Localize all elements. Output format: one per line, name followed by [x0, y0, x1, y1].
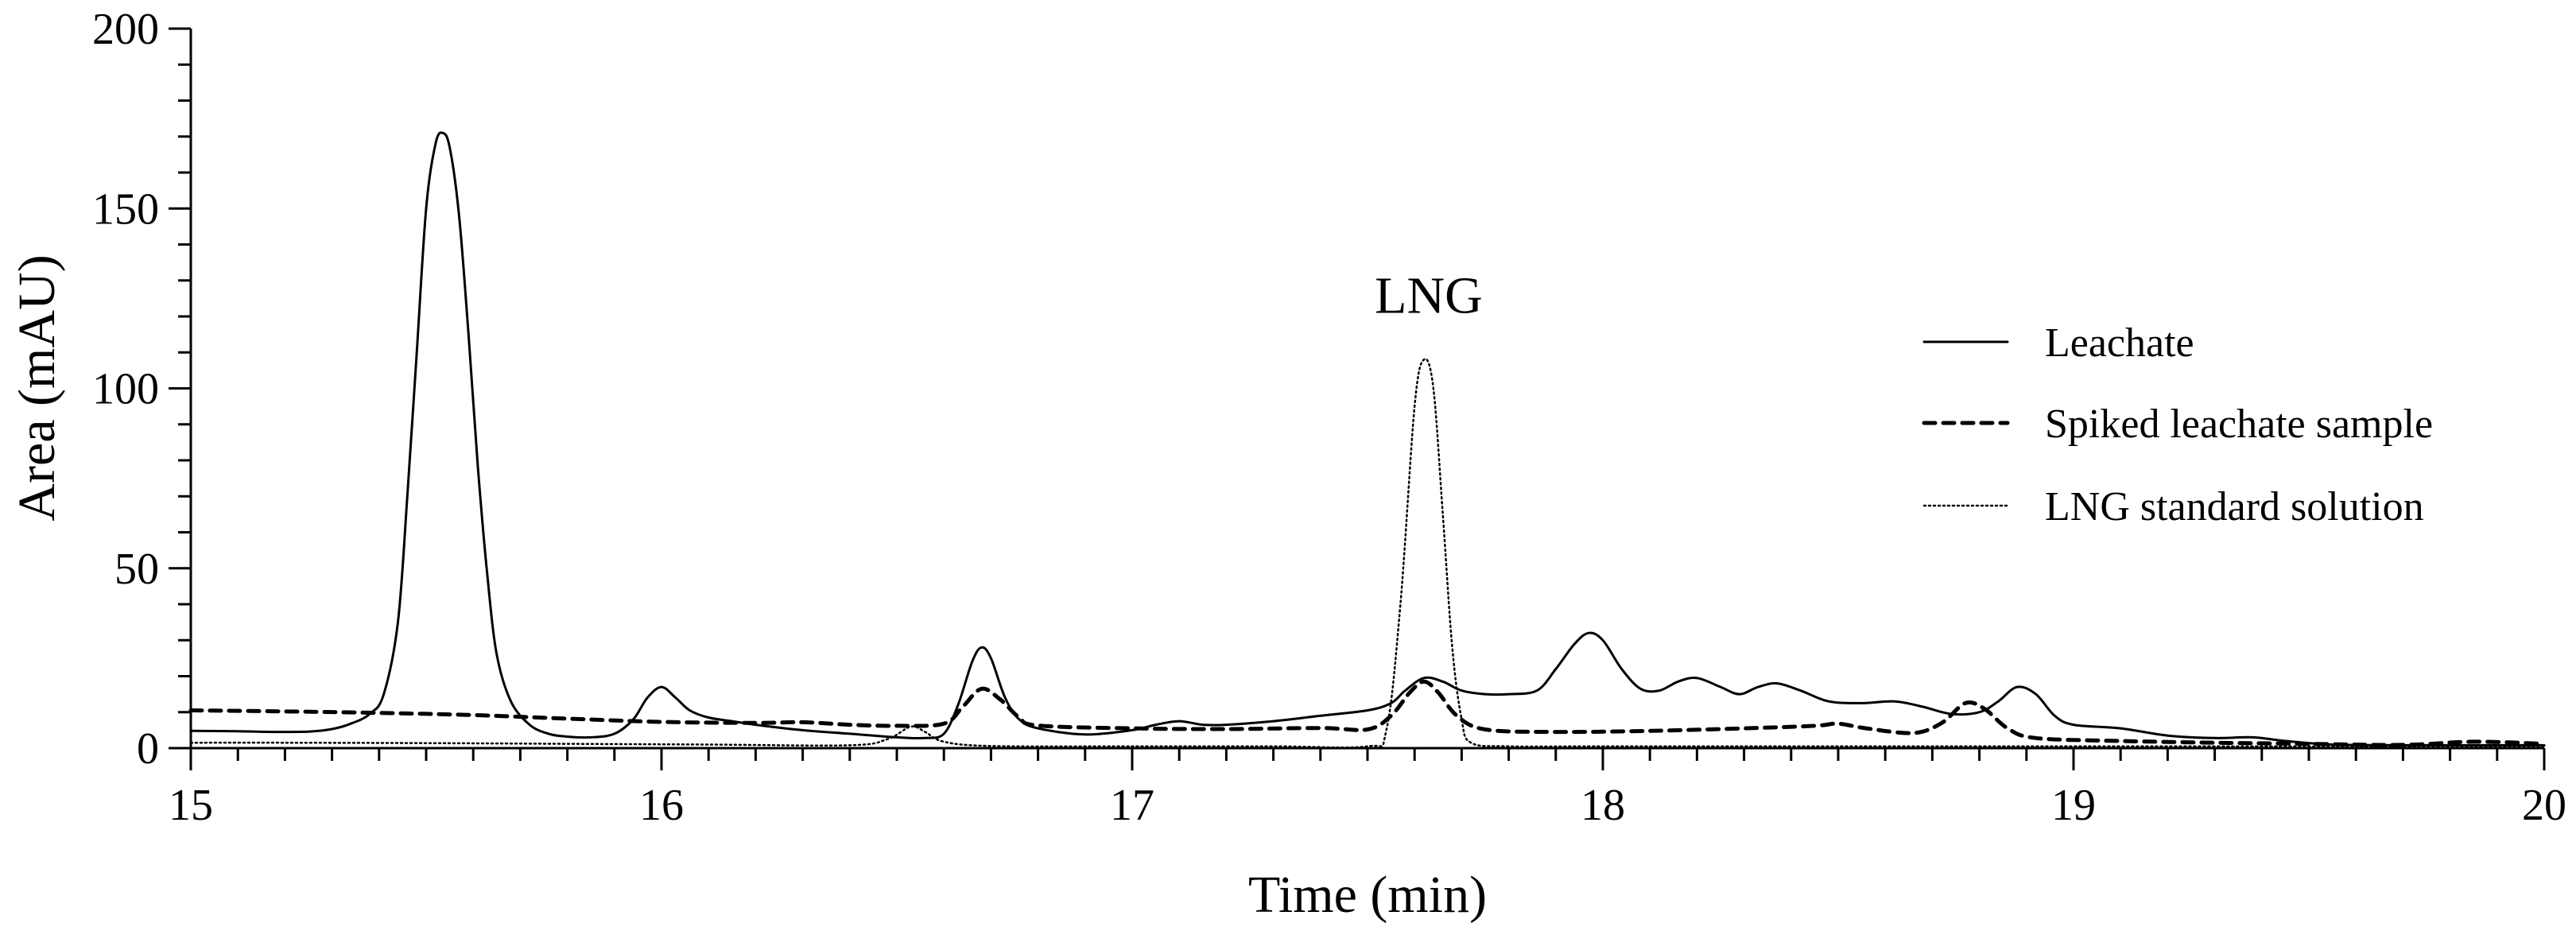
y-tick-label: 50 [114, 545, 159, 594]
y-tick-label: 200 [92, 5, 159, 54]
x-tick-label: 17 [1110, 781, 1154, 830]
y-axis-ticks: 0 50 100 150 200 [92, 5, 191, 774]
legend-label-spiked-leachate-sample: Spiked leachate sample [2045, 401, 2433, 447]
plot-series-group [188, 131, 2547, 749]
x-axis-title: Time (min) [1248, 866, 1487, 924]
x-tick-label: 20 [2522, 781, 2566, 830]
legend: Leachate Spiked leachate sample LNG stan… [1922, 320, 2433, 530]
lng-peak-annotation: LNG [1375, 266, 1483, 324]
series-leachate [189, 131, 2546, 747]
x-tick-label: 18 [1581, 781, 1625, 830]
x-tick-label: 16 [639, 781, 684, 830]
x-tick-label: 19 [2051, 781, 2096, 830]
y-tick-label: 100 [92, 365, 159, 414]
series-lng-standard-solution [189, 358, 2546, 749]
y-tick-label: 0 [137, 724, 159, 774]
series-spiked-leachate-sample [188, 679, 2547, 747]
legend-label-lng-standard-solution: LNG standard solution [2045, 484, 2424, 530]
legend-label-leachate: Leachate [2045, 320, 2194, 366]
y-tick-label: 150 [92, 184, 159, 234]
x-axis-ticks: 15 16 17 18 19 20 [169, 748, 2566, 830]
x-tick-label: 15 [169, 781, 213, 830]
y-axis-title: Area (mAU) [8, 254, 66, 521]
